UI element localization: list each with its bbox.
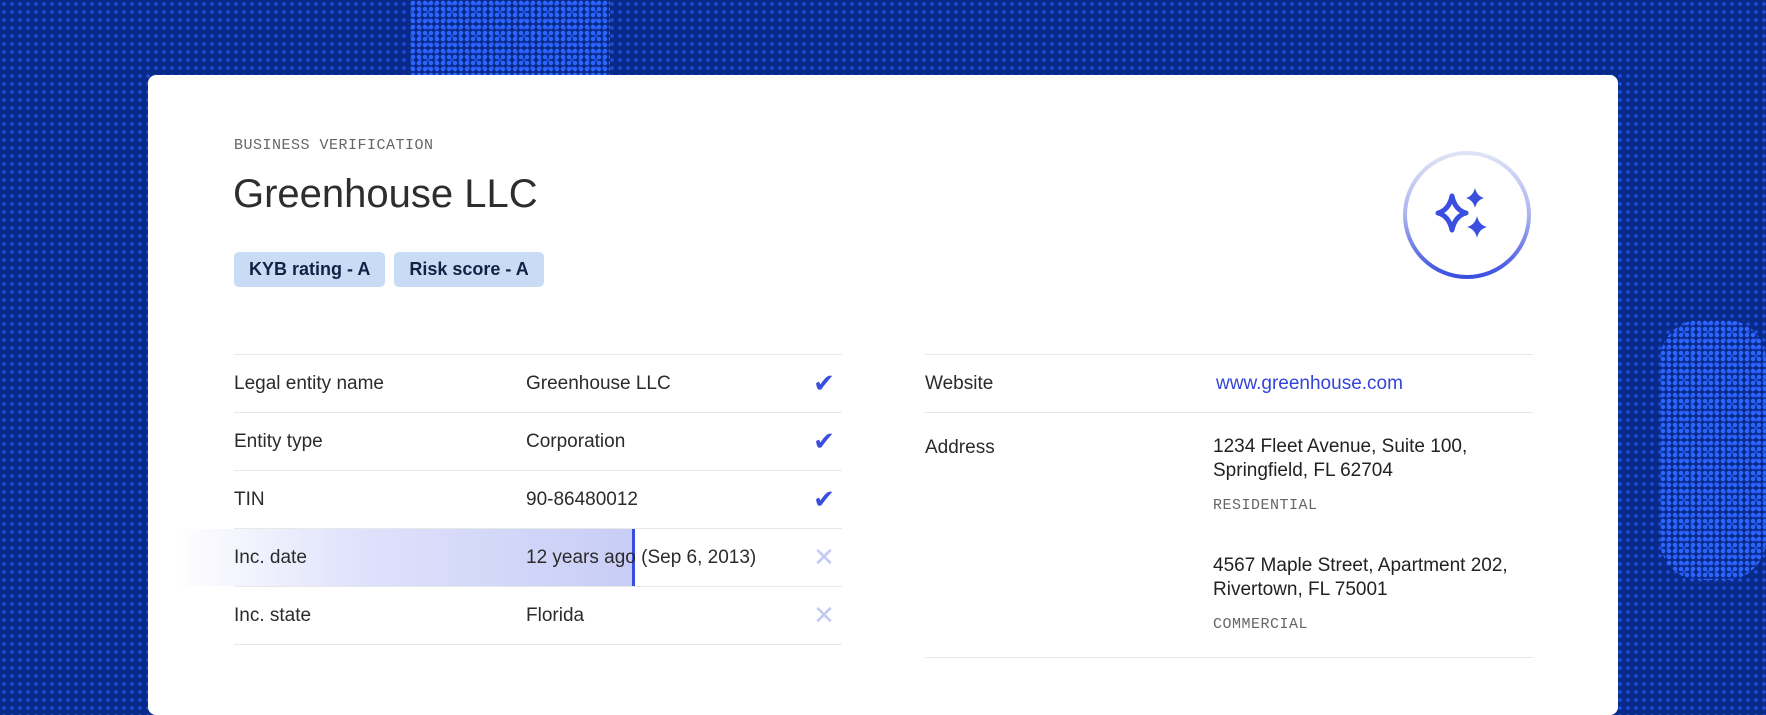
table-row: Inc. date 12 years ago (Sep 6, 2013) ✕ [174, 529, 842, 587]
row-label: Legal entity name [234, 372, 384, 394]
row-value: Corporation [526, 430, 626, 452]
x-icon: ✕ [813, 600, 835, 630]
address-line: 4567 Maple Street, Apartment 202, Rivert… [1213, 555, 1508, 600]
background-pattern [1660, 320, 1766, 580]
x-icon: ✕ [813, 542, 835, 572]
row-label: TIN [234, 488, 265, 510]
website-label: Website [925, 372, 994, 394]
background-pattern [410, 0, 610, 75]
row-value: Greenhouse LLC [526, 372, 671, 394]
risk-score-badge: Risk score - A [394, 252, 544, 287]
address-line: 1234 Fleet Avenue, Suite 100, Springfiel… [1213, 436, 1468, 481]
check-icon: ✔ [813, 368, 835, 398]
details-table: Website www.greenhouse.com Address 1234 F… [925, 354, 1533, 658]
scan-highlight [174, 529, 635, 586]
address-type: RESIDENTIAL [1213, 497, 1318, 514]
table-row: Entity type Corporation ✔ [234, 413, 842, 471]
kyb-rating-badge: KYB rating - A [234, 252, 386, 287]
table-row: Inc. state Florida ✕ [234, 587, 842, 645]
sparkles-icon [1403, 151, 1531, 279]
address-row: Address 1234 Fleet Avenue, Suite 100, Sp… [925, 413, 1533, 658]
check-icon: ✔ [813, 426, 835, 456]
eyebrow: BUSINESS VERIFICATION [234, 137, 434, 154]
row-label: Inc. state [234, 604, 312, 626]
row-label: Entity type [234, 430, 323, 452]
business-verification-card: BUSINESS VERIFICATION Greenhouse LLC KYB… [148, 75, 1618, 715]
row-value: 12 years ago (Sep 6, 2013) [526, 546, 757, 568]
checks-table: Legal entity name Greenhouse LLC ✔ Entity … [174, 354, 842, 645]
address-type: COMMERCIAL [1213, 616, 1309, 633]
row-label: Inc. date [234, 546, 307, 568]
row-value: 90-86480012 [526, 488, 638, 510]
table-row: Legal entity name Greenhouse LLC ✔ [234, 355, 842, 413]
website-row: Website www.greenhouse.com [925, 355, 1533, 413]
website-link[interactable]: www.greenhouse.com [1216, 372, 1403, 394]
page-title: Greenhouse LLC [233, 172, 538, 216]
check-icon: ✔ [813, 484, 835, 514]
address-label: Address [925, 437, 995, 458]
row-value: Florida [526, 604, 585, 626]
table-row: TIN 90-86480012 ✔ [234, 471, 842, 529]
